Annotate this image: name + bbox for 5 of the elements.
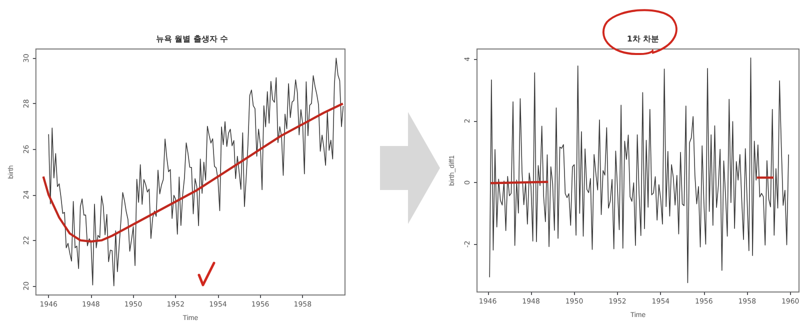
chart-title: 뉴욕 월별 출생자 수 <box>156 34 228 44</box>
line-series <box>489 58 789 284</box>
line-series <box>48 58 344 286</box>
line-series <box>42 102 344 243</box>
chart-title: 1차 차분 <box>626 34 660 44</box>
